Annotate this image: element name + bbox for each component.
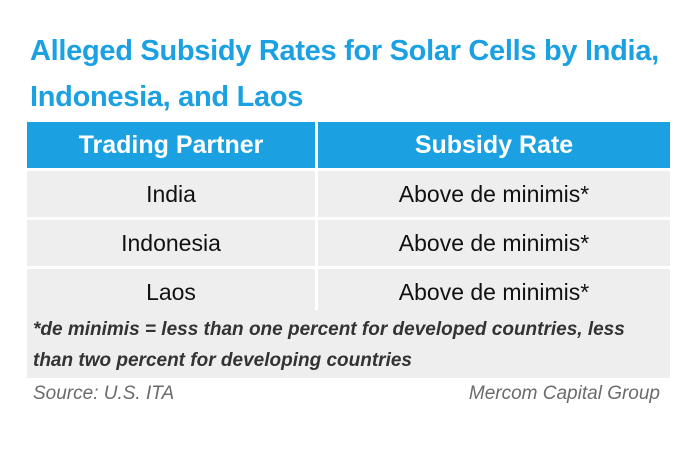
- table-row: Indonesia Above de minimis*: [27, 220, 670, 266]
- table-row: India Above de minimis*: [27, 171, 670, 217]
- table-cell-trading-partner: Indonesia: [27, 220, 315, 266]
- table-header-row: Trading Partner Subsidy Rate: [27, 122, 670, 168]
- column-header-trading-partner: Trading Partner: [27, 122, 315, 168]
- chart-title: Alleged Subsidy Rates for Solar Cells by…: [30, 35, 659, 113]
- table-cell-trading-partner: Laos: [27, 269, 315, 315]
- subsidy-table: Trading Partner Subsidy Rate India Above…: [27, 122, 670, 318]
- table-cell-subsidy-rate: Above de minimis*: [318, 220, 670, 266]
- table-row: Laos Above de minimis*: [27, 269, 670, 315]
- credit-note: Mercom Capital Group: [468, 383, 660, 404]
- table-footnote: *de minimis = less than one percent for …: [27, 310, 670, 378]
- table-cell-subsidy-rate: Above de minimis*: [318, 171, 670, 217]
- column-header-subsidy-rate: Subsidy Rate: [318, 122, 670, 168]
- source-note: Source: U.S. ITA: [33, 383, 175, 404]
- table-cell-trading-partner: India: [27, 171, 315, 217]
- table-cell-subsidy-rate: Above de minimis*: [318, 269, 670, 315]
